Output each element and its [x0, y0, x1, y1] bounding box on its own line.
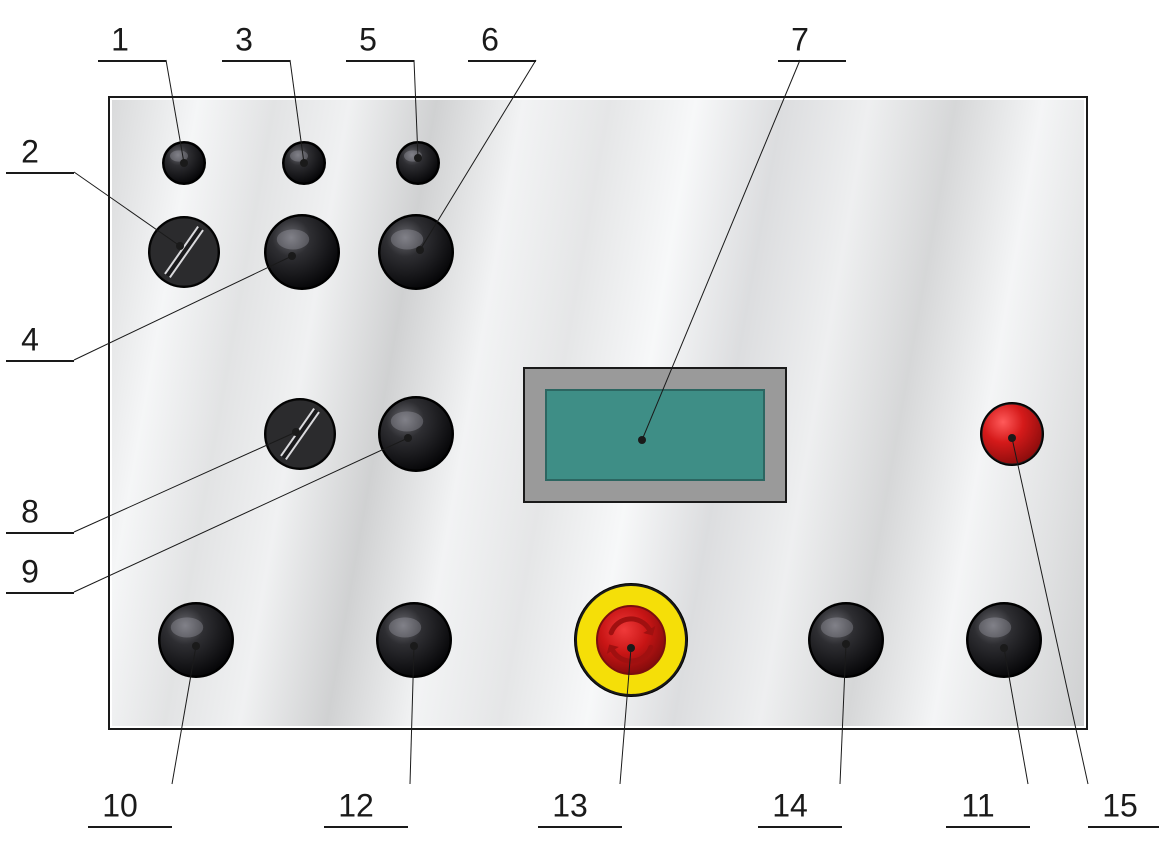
callout-label-14: 14 — [772, 788, 808, 825]
callout-label-10: 10 — [102, 788, 138, 825]
callout-underline-2 — [6, 172, 74, 174]
callout-underline-6 — [468, 60, 536, 62]
callout-underline-14 — [758, 826, 842, 828]
callout-underline-12 — [324, 826, 408, 828]
callout-label-4: 4 — [21, 322, 39, 359]
callout-underline-8 — [6, 532, 74, 534]
callout-underline-1 — [98, 60, 166, 62]
callout-underline-5 — [346, 60, 414, 62]
callout-underline-9 — [6, 592, 74, 594]
callout-label-13: 13 — [552, 788, 588, 825]
callout-underline-13 — [538, 826, 622, 828]
callout-label-15: 15 — [1102, 788, 1138, 825]
callout-underline-10 — [88, 826, 172, 828]
callout-underline-11 — [946, 826, 1030, 828]
callout-underline-7 — [778, 60, 846, 62]
callout-underline-4 — [6, 360, 74, 362]
callout-label-11: 11 — [961, 788, 994, 825]
callout-label-7: 7 — [791, 22, 809, 59]
callout-label-1: 1 — [111, 22, 129, 59]
callout-underline-3 — [222, 60, 290, 62]
callout-label-12: 12 — [338, 788, 374, 825]
control-panel — [108, 96, 1088, 730]
callout-label-2: 2 — [21, 134, 39, 171]
panel-background — [112, 100, 1084, 726]
callout-label-6: 6 — [481, 22, 499, 59]
callout-label-5: 5 — [359, 22, 377, 59]
diagram-canvas: 123456789101112131415 — [0, 0, 1159, 845]
callout-underline-15 — [1088, 826, 1159, 828]
callout-label-9: 9 — [21, 554, 39, 591]
callout-label-3: 3 — [235, 22, 253, 59]
callout-label-8: 8 — [21, 494, 39, 531]
